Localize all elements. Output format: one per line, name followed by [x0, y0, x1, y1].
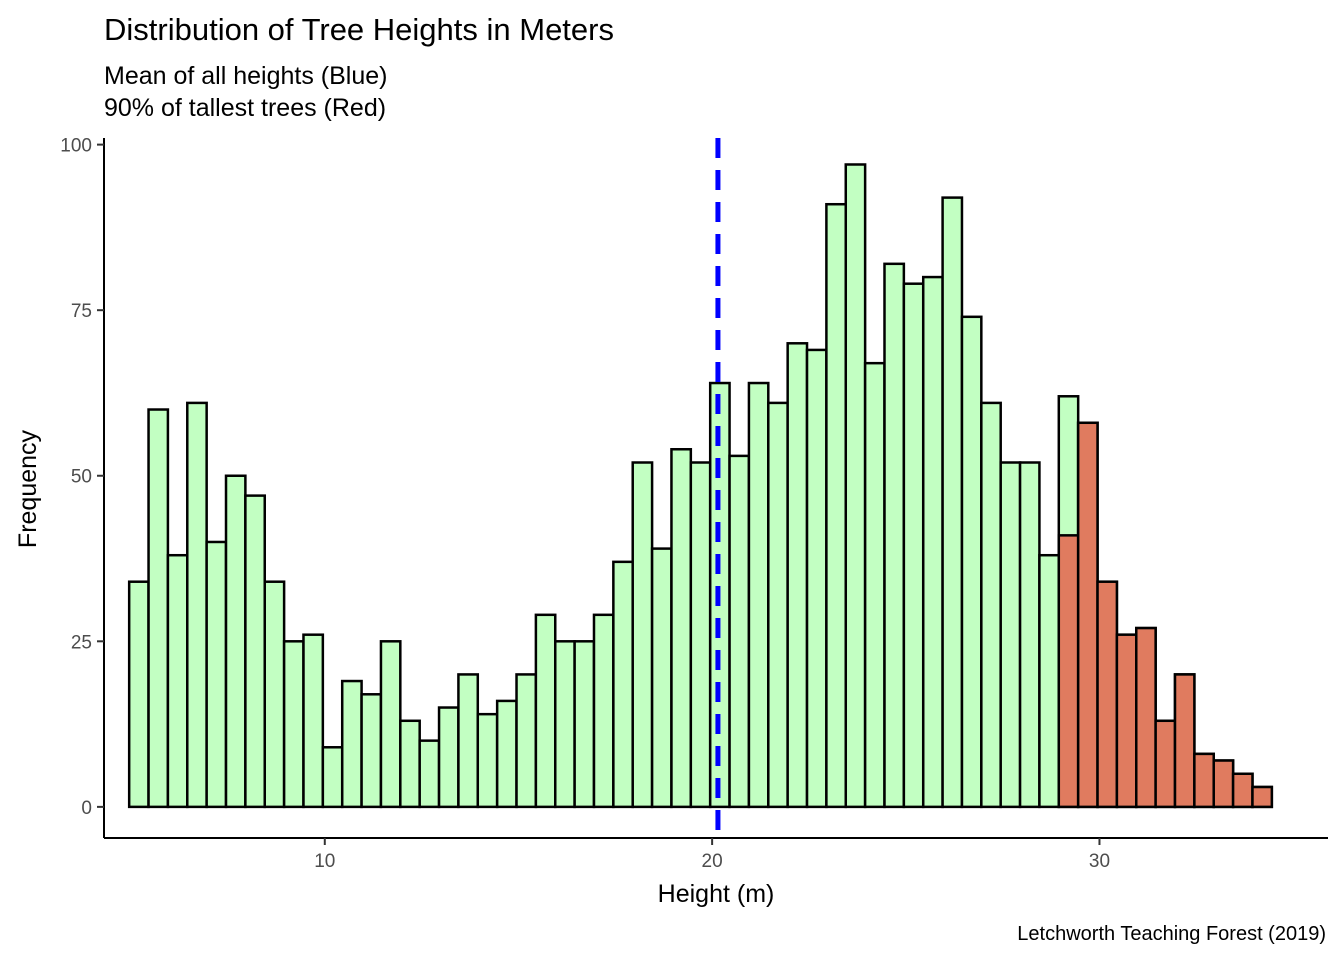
tallest-trees-bar [1193, 752, 1215, 809]
axes-layer: 0 25 50 75 100 10 20 30 [60, 136, 1328, 872]
histogram-bar [282, 640, 305, 809]
histogram-bar [127, 580, 150, 809]
histogram-bar [921, 275, 944, 809]
histogram-bar [960, 315, 983, 809]
y-axis-title: Frequency [14, 429, 42, 548]
tallest-trees-bar [1251, 785, 1274, 809]
histogram-bar [1018, 461, 1041, 809]
tallest-trees-bar [1231, 772, 1254, 809]
histogram-bar [495, 699, 518, 809]
histogram-bar [670, 448, 693, 809]
y-tick-label: 75 [71, 301, 92, 322]
histogram-bar [457, 673, 480, 809]
histogram-bar [205, 540, 228, 809]
chart-caption: Letchworth Teaching Forest (2019) [1017, 923, 1326, 945]
tallest-trees-bar [1057, 534, 1080, 809]
histogram-bar [418, 739, 441, 809]
histogram-bar [728, 454, 751, 809]
histogram-bar [534, 613, 557, 809]
histogram-bar [767, 401, 789, 809]
histogram-bar [844, 163, 867, 809]
histogram-bar [592, 613, 615, 809]
tallest-trees-bar [1212, 759, 1235, 809]
histogram-bar [825, 202, 848, 809]
x-tick-label: 10 [314, 851, 335, 872]
histogram-bar [302, 633, 325, 809]
histogram-bar [360, 693, 383, 809]
y-tick-label: 25 [71, 632, 92, 653]
histogram-bar [379, 640, 402, 809]
histogram-bar [863, 361, 886, 809]
x-axis-title: Height (m) [658, 880, 775, 908]
histogram-bar [224, 474, 247, 809]
histogram-bar [902, 282, 925, 809]
histogram-bar [263, 580, 286, 809]
x-tick-label: 30 [1089, 851, 1110, 872]
histogram-bar [515, 673, 538, 809]
histogram-bar [747, 381, 770, 809]
histogram-bar [321, 746, 344, 809]
tallest-trees-bar [1173, 673, 1196, 809]
histogram-bar [650, 547, 673, 809]
histogram-bar [554, 640, 576, 809]
histogram-bar [476, 712, 499, 809]
histogram-bar [437, 706, 460, 809]
y-tick-label: 100 [60, 136, 92, 157]
y-tick-label: 50 [71, 467, 92, 488]
histogram-bar [399, 719, 421, 809]
histogram-bar [941, 196, 964, 809]
tallest-trees-bar [1096, 580, 1119, 809]
histogram-bar [980, 401, 1002, 809]
x-tick-label: 20 [702, 851, 723, 872]
chart-subtitle-line-2: 90% of tallest trees (Red) [104, 94, 386, 122]
chart-subtitle-line-1: Mean of all heights (Blue) [104, 62, 387, 90]
tallest-trees-bar [1076, 421, 1099, 809]
tallest-trees-bar [1135, 626, 1157, 809]
histogram-bar [631, 461, 654, 809]
highlight-bars-layer [1057, 421, 1274, 809]
histogram-bar [166, 553, 189, 809]
histogram-bar [1038, 553, 1061, 809]
histogram-bar [573, 640, 596, 809]
histogram-bar [999, 461, 1022, 809]
tallest-trees-bar [1115, 633, 1138, 809]
histogram-bar [147, 408, 170, 809]
histogram-bar [340, 679, 363, 809]
y-tick-label: 0 [81, 798, 92, 819]
histogram-bar [186, 401, 208, 809]
tallest-trees-bar [1154, 719, 1177, 809]
histogram-bar [612, 560, 634, 809]
histogram-bar [883, 262, 906, 809]
histogram-bar [805, 348, 828, 809]
histogram-bar [689, 461, 712, 809]
histogram-bar [786, 342, 809, 809]
histogram-bar [244, 494, 266, 809]
chart-title: Distribution of Tree Heights in Meters [104, 12, 614, 47]
